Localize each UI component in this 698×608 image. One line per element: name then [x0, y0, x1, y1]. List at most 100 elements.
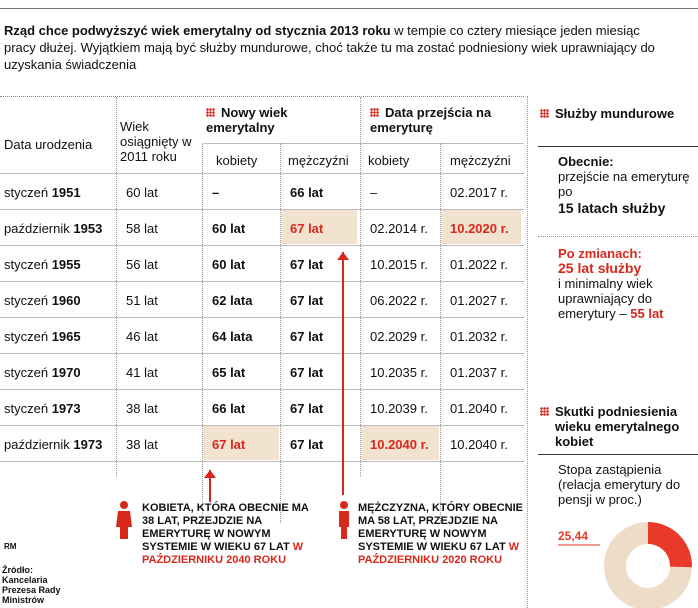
effects-title: Skutki podniesienia wieku emerytalnego k…	[540, 404, 690, 449]
cell: 01.2040 r.	[450, 401, 508, 416]
cell: 67 lat	[290, 437, 324, 452]
highlight	[281, 210, 357, 244]
row-rule	[0, 173, 524, 174]
cell: 60 lat	[126, 185, 158, 200]
cell: 67 lat	[290, 365, 324, 380]
date-cell: styczeń 1960	[4, 293, 81, 308]
month: styczeń	[4, 257, 49, 272]
now-value: 15 latach służby	[558, 200, 666, 216]
year: 1951	[51, 185, 81, 200]
date-cell: styczeń 1951	[4, 185, 81, 200]
cell: 56 lat	[126, 257, 158, 272]
subheader: kobiety	[368, 153, 410, 168]
row-rule	[0, 353, 524, 354]
sidebar-title: Służby mundurowe	[540, 106, 690, 121]
date-cell: październik 1973	[4, 437, 102, 452]
highlight	[361, 426, 439, 460]
intro-bold: Rząd chce podwyższyć wiek emerytalny od …	[4, 23, 391, 38]
date-cell: styczeń 1970	[4, 365, 81, 380]
after-age: 55 lat	[630, 306, 664, 321]
donut-chart: 25,44	[558, 522, 692, 608]
header-cell: Wiek osiągnięty w 2011 roku	[120, 119, 192, 164]
cell: 38 lat	[126, 401, 158, 416]
year: 1953	[73, 221, 103, 236]
cell: 10.2039 r.	[370, 401, 428, 416]
cell: 41 lat	[126, 365, 158, 380]
month: październik	[4, 221, 70, 236]
year: 1955	[51, 257, 81, 272]
cell: 66 lat	[290, 185, 324, 200]
row-rule	[0, 425, 524, 426]
arrows	[204, 470, 216, 502]
rule	[204, 143, 524, 144]
col-rule	[116, 97, 117, 477]
after-block: Po zmianach: 25 lat służby i minimalny wie…	[558, 246, 696, 321]
donut-segment	[648, 522, 692, 568]
cell: 10.2040 r.	[450, 437, 508, 452]
row-rule	[0, 317, 524, 318]
row-rule	[0, 461, 524, 462]
table: Data urodzenia Wiek osiągnięty w 2011 ro…	[0, 96, 524, 523]
date-cell: styczeń 1965	[4, 329, 81, 344]
note-highlight: W PAŹDZIERNIKU 2040 ROKU	[142, 541, 304, 566]
now-text: przejście na emeryturę po	[558, 169, 690, 199]
cell: 67 lat	[212, 437, 246, 452]
header-cell: Data urodzenia	[4, 137, 93, 152]
cell: 01.2032 r.	[450, 329, 508, 344]
top-rule	[0, 8, 698, 9]
month: październik	[4, 437, 70, 452]
rule	[538, 454, 698, 455]
cell: 67 lat	[290, 257, 324, 272]
cell: 67 lat	[290, 221, 324, 236]
row-rule	[0, 245, 524, 246]
after-label: Po zmianach:	[558, 246, 642, 261]
cell: 60 lat	[212, 221, 246, 236]
source: Źródło: Kancelaria Prezesa Rady Ministrów	[2, 565, 72, 605]
after-text: i minimalny wiek uprawniający do emerytu…	[558, 276, 653, 321]
rule	[538, 236, 698, 237]
source-text: Kancelaria Prezesa Rady Ministrów	[2, 575, 61, 605]
cell: 58 lat	[126, 221, 158, 236]
col-rule	[360, 97, 361, 477]
month: styczeń	[4, 185, 49, 200]
cell: 60 lat	[212, 257, 246, 272]
cell: 38 lat	[126, 437, 158, 452]
cell: –	[212, 185, 220, 200]
subheader: mężczyźni	[288, 153, 349, 168]
note: MĘŻCZYZNA, KTÓRY OBECNIE MA 58 LAT, PRZE…	[358, 502, 528, 567]
date-cell: styczeń 1973	[4, 401, 81, 416]
year: 1973	[51, 401, 81, 416]
intro-text: w tempie co cztery miesiące jeden miesią…	[4, 23, 655, 72]
separator	[527, 96, 528, 608]
cell: 02.2017 r.	[450, 185, 508, 200]
cell: 46 lat	[126, 329, 158, 344]
cell: 66 lat	[212, 401, 246, 416]
col-rule	[202, 143, 203, 523]
year: 1960	[51, 293, 81, 308]
person-icon	[116, 501, 132, 539]
cell: 67 lat	[290, 329, 324, 344]
highlight	[441, 210, 521, 244]
subheader: mężczyźni	[450, 153, 511, 168]
person-icon	[339, 501, 349, 539]
group-header: Nowy wiek emerytalny	[206, 105, 356, 135]
arrow	[337, 252, 349, 495]
effects-title-text: Skutki podniesienia wieku emerytalnego k…	[555, 404, 680, 449]
cell: 02.2029 r.	[370, 329, 428, 344]
highlight	[203, 426, 279, 460]
cell: 51 lat	[126, 293, 158, 308]
now-label: Obecnie:	[558, 154, 614, 169]
cell: 62 lata	[212, 293, 253, 308]
cell: 01.2037 r.	[450, 365, 508, 380]
cell: 67 lat	[290, 293, 324, 308]
year: 1970	[51, 365, 81, 380]
row-rule	[0, 209, 524, 210]
subheader: kobiety	[216, 153, 258, 168]
cell: 10.2035 r.	[370, 365, 428, 380]
cell: 10.2015 r.	[370, 257, 428, 272]
group-header-text: Data przejścia na emeryturę	[370, 105, 492, 135]
intro: Rząd chce podwyższyć wiek emerytalny od …	[4, 22, 674, 73]
note-text: KOBIETA, KTÓRA OBECNIE MA 38 LAT, PRZEJD…	[142, 502, 309, 553]
note-highlight: W PAŹDZIERNIKU 2020 ROKU	[358, 541, 520, 566]
